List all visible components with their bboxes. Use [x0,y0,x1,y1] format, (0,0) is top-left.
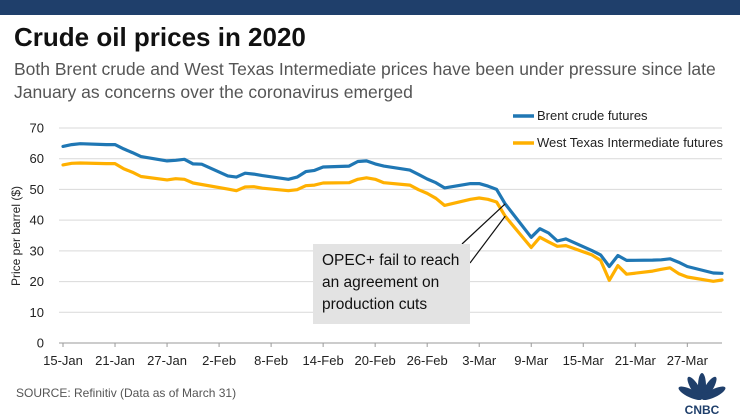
annotation-pointer-wti [469,215,506,264]
series-line-brent [61,142,724,275]
x-tick-label: 3-Mar [462,353,497,368]
source-note: SOURCE: Refinitiv (Data as of March 31) [16,386,237,400]
x-tick-label: 15-Jan [43,353,83,368]
x-tick-label: 21-Jan [95,353,135,368]
y-tick-label: 10 [30,305,44,320]
y-tick-label: 30 [30,243,44,258]
y-tick-label: 50 [30,182,44,197]
x-tick-label: 27-Mar [667,353,709,368]
legend-label-brent: Brent crude futures [537,108,648,123]
annotation-text: OPEC+ fail to reach an agreement on prod… [322,252,460,313]
peacock-icon [678,373,726,401]
x-tick-label: 27-Jan [147,353,187,368]
y-tick-label: 60 [30,151,44,166]
y-tick-labels: 0 10 20 30 40 50 60 70 [30,121,44,351]
top-bar [0,0,740,15]
y-tick-label: 70 [30,121,44,136]
y-tick-label: 0 [37,336,44,351]
annotation-pointer [461,203,506,264]
series-line-wti [61,161,724,283]
chart-title: Crude oil prices in 2020 [14,22,306,52]
series-lines [61,142,724,283]
x-tick-label: 20-Feb [355,353,396,368]
x-tick-label: 15-Mar [563,353,605,368]
y-axis-label: Price per barrel ($) [9,186,23,286]
y-tick-label: 40 [30,213,44,228]
cnbc-logo: CNBC [678,373,726,416]
x-tick-label: 26-Feb [407,353,448,368]
gridlines [59,127,722,344]
chart-subtitle: Both Brent crude and West Texas Intermed… [14,59,716,102]
y-tick-label: 20 [30,274,44,289]
x-tick-label: 9-Mar [514,353,549,368]
x-tick-label: 8-Feb [254,353,288,368]
x-tick-label: 21-Mar [615,353,657,368]
logo-wordmark: CNBC [685,403,720,416]
annotation-pointer-brent [461,203,506,245]
annotation-box [313,244,470,324]
x-tick-labels: 15-Jan 21-Jan 27-Jan 2-Feb 8-Feb 14-Feb 20-Feb… [43,343,709,368]
legend: Brent crude futures West Texas Intermedi… [513,108,723,150]
legend-label-wti: West Texas Intermediate futures [537,135,723,150]
x-tick-label: 14-Feb [303,353,344,368]
x-tick-label: 2-Feb [202,353,236,368]
